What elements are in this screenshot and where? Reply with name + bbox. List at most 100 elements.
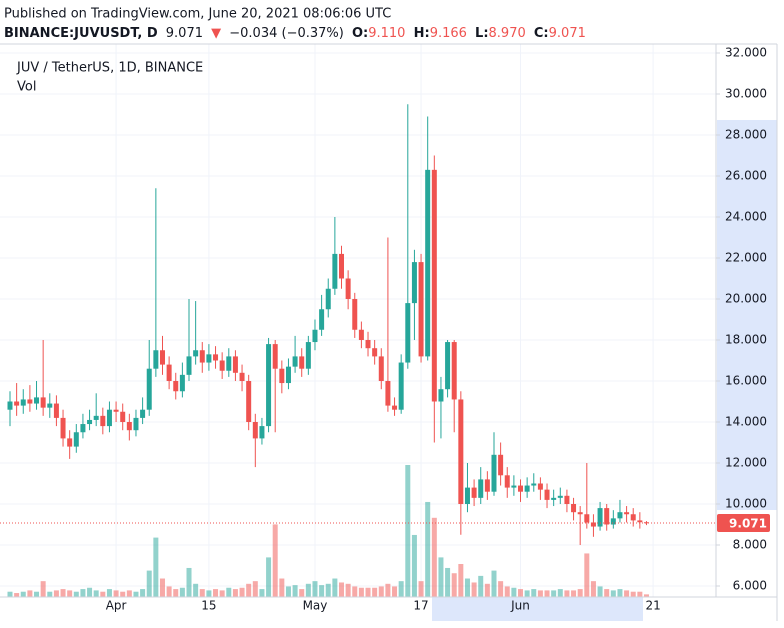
volume-bar — [610, 590, 616, 597]
y-tick-label: 8.000 — [733, 538, 767, 552]
candle-body — [87, 419, 93, 425]
candle-body — [153, 350, 159, 369]
volume-bar — [504, 586, 510, 597]
volume-bar — [332, 578, 338, 597]
y-tick-label: 18.000 — [725, 333, 767, 347]
x-tick-label: Jun — [510, 599, 530, 613]
y-tick-label: 26.000 — [725, 169, 767, 183]
candle-body — [484, 479, 490, 492]
candle-body — [40, 397, 46, 408]
volume-bar — [279, 578, 285, 597]
close-label: C: — [534, 26, 549, 41]
x-tick-label: 21 — [645, 599, 660, 613]
volume-bar — [597, 586, 603, 597]
volume-bar — [67, 590, 73, 597]
volume-bar — [60, 589, 66, 597]
candle-body — [53, 403, 59, 418]
candle-body — [518, 485, 524, 492]
volume-bar — [93, 590, 99, 597]
candle-layer — [7, 104, 649, 545]
axis-layer: 6.000 8.000 10.000 12.000 14.000 16.000 18.000… — [0, 46, 770, 613]
volume-bar — [232, 589, 238, 597]
volume-bar — [252, 581, 258, 597]
candle-body — [604, 508, 610, 525]
candle-body — [246, 381, 252, 422]
candle-body — [193, 350, 199, 357]
volume-bar — [153, 537, 159, 597]
volume-bar — [186, 567, 192, 597]
candle-body — [332, 253, 338, 289]
candle-body — [213, 354, 219, 361]
volume-bar — [398, 581, 404, 597]
volume-bar — [179, 587, 185, 597]
volume-bar — [557, 589, 563, 597]
volume-bar — [20, 591, 26, 597]
candle-body — [60, 417, 66, 439]
low-value: 8.970 — [489, 26, 526, 41]
candle-body — [319, 309, 325, 330]
volume-bar — [140, 589, 146, 597]
candle-body — [305, 342, 311, 369]
volume-bar — [458, 564, 464, 597]
volume-bar — [392, 586, 398, 597]
candle-body — [173, 381, 179, 392]
volume-bar — [259, 589, 265, 597]
candle-body — [146, 368, 152, 410]
candle-body — [166, 364, 172, 381]
candle-body — [385, 381, 391, 406]
y-tick-label: 20.000 — [725, 292, 767, 306]
candle-body — [418, 262, 424, 357]
last-price-tag — [717, 514, 770, 533]
candle-body — [630, 514, 636, 521]
volume-bar — [345, 583, 351, 597]
open-label: O: — [352, 26, 368, 41]
time-axis-highlight — [432, 597, 643, 621]
candle-body — [597, 508, 603, 527]
volume-bar — [584, 553, 590, 597]
x-tick-label: Apr — [106, 599, 127, 613]
candle-body — [431, 169, 437, 402]
volume-bar — [113, 590, 119, 597]
candle-body — [471, 487, 477, 498]
volume-bar — [47, 591, 53, 597]
volume-bar — [299, 589, 305, 597]
volume-bar — [478, 575, 484, 597]
candle-body — [7, 401, 13, 410]
candle-body — [438, 389, 444, 402]
volume-bar — [219, 590, 225, 597]
volume-bar — [385, 583, 391, 597]
close-value: 9.071 — [549, 26, 586, 41]
volume-bar — [637, 591, 643, 597]
volume-bar — [577, 589, 583, 597]
volume-bar — [7, 591, 13, 597]
candle-body — [80, 424, 86, 433]
candle-body — [186, 356, 192, 375]
volume-bar — [604, 589, 610, 597]
candle-body — [272, 344, 278, 369]
published-line: Published on TradingView.com, June 20, 2… — [4, 7, 391, 22]
volume-bar — [166, 586, 172, 597]
volume-bar — [126, 590, 132, 597]
high-label: H: — [414, 26, 430, 41]
last-price-label: 9.071 — [729, 517, 767, 531]
candle-body — [524, 485, 530, 492]
volume-bar — [27, 590, 33, 597]
candle-body — [20, 399, 26, 406]
volume-bar — [312, 581, 318, 597]
volume-bar — [14, 593, 20, 597]
volume-layer — [7, 465, 649, 597]
candle-body — [100, 415, 106, 427]
volume-bar — [106, 589, 112, 597]
candle-body — [232, 356, 238, 373]
candle-body — [179, 374, 185, 392]
volume-bar — [120, 591, 126, 597]
chart-title: JUV / TetherUS, 1D, BINANCE — [16, 61, 203, 76]
y-tick-label: 32.000 — [725, 46, 767, 60]
volume-bar — [571, 590, 577, 597]
volume-bar — [266, 557, 272, 597]
candle-body — [610, 518, 616, 525]
candle-body — [279, 368, 285, 384]
volume-bar — [173, 589, 179, 597]
x-tick-label: 15 — [201, 599, 216, 613]
volume-bar — [352, 586, 358, 597]
